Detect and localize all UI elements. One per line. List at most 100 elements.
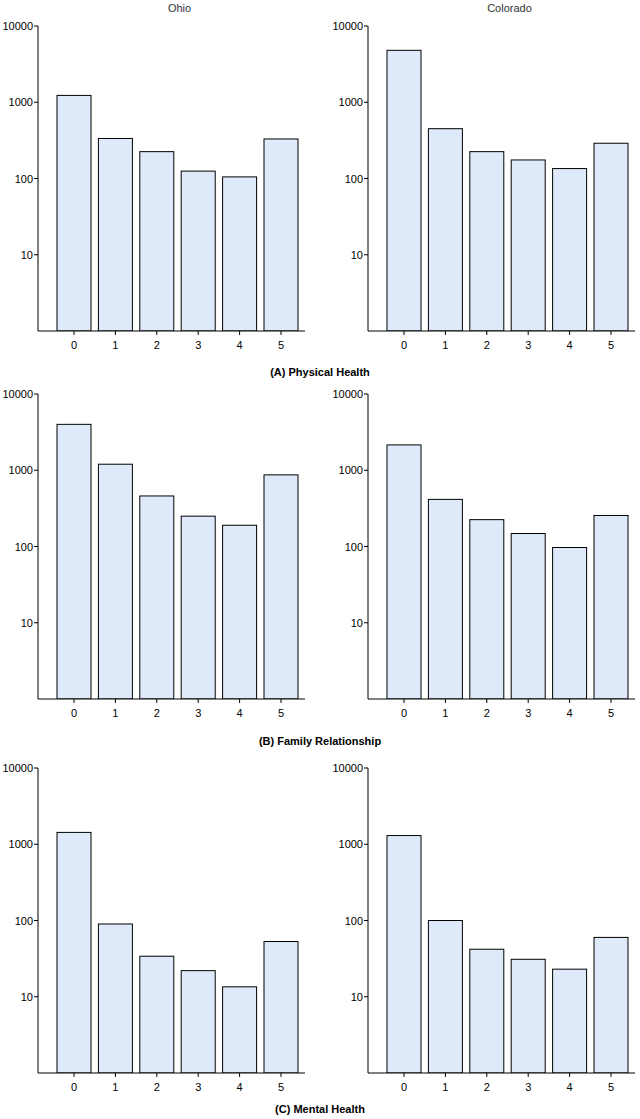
x-tick [115, 1073, 116, 1077]
x-tick [74, 1073, 75, 1077]
y-tick [364, 470, 368, 471]
panel: Ohio10100100010000012345 [2, 2, 305, 351]
x-tick [404, 331, 405, 335]
bar [387, 445, 421, 699]
x-axis [368, 1073, 635, 1074]
bar [264, 139, 298, 331]
x-tick-label: 2 [484, 1081, 490, 1093]
bar [98, 924, 132, 1073]
bar [98, 138, 132, 331]
bar [428, 921, 462, 1074]
y-tick-label: 10000 [2, 20, 33, 32]
bar [57, 424, 91, 699]
bar [387, 836, 421, 1073]
y-tick [364, 546, 368, 547]
y-tick [34, 26, 38, 27]
x-tick [528, 331, 529, 335]
x-tick-label: 0 [401, 1081, 407, 1093]
x-tick [611, 699, 612, 703]
y-tick-label: 10 [21, 249, 33, 261]
x-tick [569, 331, 570, 335]
x-tick-label: 3 [525, 339, 531, 351]
bars [387, 445, 628, 699]
bar [553, 969, 587, 1073]
bars [387, 50, 628, 331]
x-tick-label: 1 [442, 1081, 448, 1093]
x-tick [198, 699, 199, 703]
panel: Colorado10100100010000012345 [332, 2, 635, 351]
x-tick-label: 1 [112, 707, 118, 719]
x-tick-label: 2 [154, 339, 160, 351]
x-tick-label: 5 [278, 1081, 284, 1093]
x-tick [281, 331, 282, 335]
bar [594, 937, 628, 1073]
x-tick [445, 331, 446, 335]
x-tick [611, 1073, 612, 1077]
x-tick [198, 1073, 199, 1077]
panel: 10100100010000012345 [332, 388, 635, 719]
bar [57, 832, 91, 1073]
x-tick [115, 331, 116, 335]
y-tick-label: 10 [21, 617, 33, 629]
y-tick [34, 178, 38, 179]
x-tick-label: 0 [401, 339, 407, 351]
x-tick [156, 1073, 157, 1077]
x-tick-label: 0 [71, 707, 77, 719]
bar [594, 516, 628, 699]
x-tick-label: 4 [567, 1081, 573, 1093]
bar [181, 516, 215, 699]
panel: 10100100010000012345 [332, 762, 635, 1093]
x-tick [74, 699, 75, 703]
bar [511, 160, 545, 331]
x-tick-label: 3 [195, 707, 201, 719]
x-tick-label: 5 [608, 1081, 614, 1093]
bar [223, 525, 257, 699]
x-axis [368, 331, 635, 332]
bar [181, 971, 215, 1073]
x-tick-label: 2 [484, 707, 490, 719]
bar [553, 169, 587, 331]
y-tick [364, 394, 368, 395]
bar [140, 496, 174, 699]
y-tick-label: 1000 [9, 464, 33, 476]
x-tick [281, 699, 282, 703]
x-tick [239, 1073, 240, 1077]
bar [428, 129, 462, 331]
y-tick-label: 10000 [332, 20, 363, 32]
bars [57, 424, 298, 699]
y-tick [34, 102, 38, 103]
x-tick [486, 699, 487, 703]
bar [511, 959, 545, 1073]
x-tick [569, 699, 570, 703]
panel: 10100100010000012345 [2, 762, 305, 1093]
y-tick-label: 10 [21, 991, 33, 1003]
bar [594, 143, 628, 331]
y-tick-label: 100 [15, 173, 33, 185]
x-tick [445, 699, 446, 703]
panel-label: (B) Family Relationship [259, 735, 382, 747]
x-tick [611, 331, 612, 335]
y-tick [364, 844, 368, 845]
bar [470, 949, 504, 1073]
y-tick-label: 10000 [2, 388, 33, 400]
x-tick-label: 3 [195, 339, 201, 351]
y-tick-label: 10 [351, 991, 363, 1003]
x-tick-label: 1 [442, 707, 448, 719]
y-tick [34, 844, 38, 845]
bar [140, 956, 174, 1073]
bar [387, 50, 421, 331]
x-axis [38, 331, 305, 332]
y-tick [34, 920, 38, 921]
y-tick-label: 100 [15, 541, 33, 553]
bars [57, 95, 298, 331]
x-tick-label: 2 [154, 707, 160, 719]
y-tick-label: 1000 [339, 464, 363, 476]
y-tick-label: 10000 [2, 762, 33, 774]
x-tick-label: 1 [112, 1081, 118, 1093]
x-tick-label: 4 [237, 1081, 243, 1093]
x-tick-label: 5 [278, 339, 284, 351]
x-tick-label: 4 [237, 707, 243, 719]
x-tick-label: 4 [567, 339, 573, 351]
y-tick-label: 10 [351, 617, 363, 629]
bar [470, 520, 504, 699]
